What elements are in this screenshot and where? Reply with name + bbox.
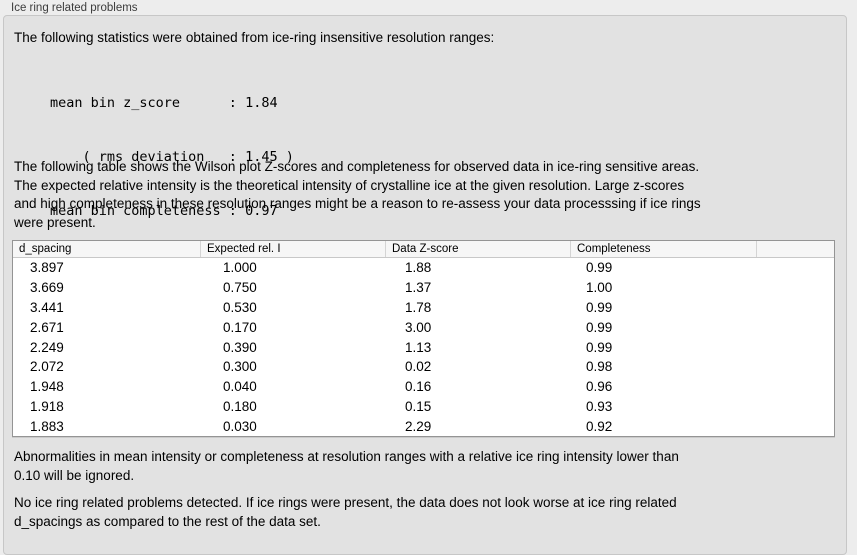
table-cell: 0.98 [586,359,613,375]
table-cell: 0.170 [223,319,257,335]
table-cell: 3.00 [405,319,432,335]
column-header-expected-rel-i[interactable]: Expected rel. I [200,241,385,257]
table-cell: 2.29 [405,418,432,434]
table-description: The following table shows the Wilson plo… [14,158,701,233]
ignore-threshold-note: Abnormalities in mean intensity or compl… [14,448,679,485]
table-cell: 0.15 [405,398,432,414]
stat-line-mean-completeness: mean bin completeness : 0.97 [50,203,278,219]
column-header-d-spacing[interactable]: d_spacing [19,243,72,255]
column-header-completeness[interactable]: Completeness [570,241,756,257]
table-cell: 0.99 [586,299,613,315]
table-cell: 3.441 [30,299,64,315]
table-cell: 1.883 [30,418,64,434]
table-cell: 2.671 [30,319,64,335]
stat-line-z-rms-deviation: ( rms deviation : 1.45 ) [50,149,294,165]
conclusion-note-line: d_spacings as compared to the rest of th… [14,513,321,529]
table-cell: 0.750 [223,280,257,296]
stats-intro-text: The following statistics were obtained f… [14,30,495,45]
stat-line-mean-z-score: mean bin z_score : 1.84 [50,95,278,111]
table-row[interactable]: 2.671 0.170 3.00 0.99 [13,317,834,337]
table-row[interactable]: 3.669 0.750 1.37 1.00 [13,278,834,298]
table-cell: 0.02 [405,359,432,375]
table-cell: 1.000 [223,260,257,276]
table-cell: 1.13 [405,339,432,355]
table-cell: 0.030 [223,418,257,434]
table-cell: 1.918 [30,398,64,414]
table-cell: 3.669 [30,280,64,296]
table-cell: 1.948 [30,379,64,395]
table-description-line: The following table shows the Wilson plo… [14,159,700,174]
table-cell: 0.99 [586,339,613,355]
table-row[interactable]: 2.072 0.300 0.02 0.98 [13,357,834,377]
ice-ring-table-body: 3.897 1.000 1.88 0.99 3.669 0.750 1.37 1.00 3.44… [13,258,834,436]
table-cell: 0.180 [223,398,257,414]
table-cell: 3.897 [30,260,64,276]
table-cell: 0.300 [223,359,257,375]
table-cell: 0.040 [223,379,257,395]
table-cell: 0.93 [586,398,613,414]
conclusion-note-line: No ice ring related problems detected. I… [14,495,677,510]
table-cell: 1.88 [405,260,432,276]
table-cell: 1.37 [405,280,432,296]
table-row[interactable]: 3.897 1.000 1.88 0.99 [13,258,834,278]
ice-ring-table: d_spacing Expected rel. I Data Z-score Comp… [12,240,835,437]
column-header-empty[interactable] [756,241,834,257]
table-cell: 0.96 [586,379,613,395]
table-description-line: and high completeness in these resolutio… [14,196,701,212]
table-cell: 2.249 [30,339,64,355]
table-row[interactable]: 1.883 0.030 2.29 0.92 [13,416,834,436]
table-cell: 0.99 [586,319,613,335]
table-header-row: d_spacing Expected rel. I Data Z-score Comp… [13,241,834,258]
table-row[interactable]: 3.441 0.530 1.78 0.99 [13,298,834,318]
table-row[interactable]: 2.249 0.390 1.13 0.99 [13,337,834,357]
column-header-data-z-score[interactable]: Data Z-score [385,241,570,257]
table-row[interactable]: 1.948 0.040 0.16 0.96 [13,377,834,397]
table-cell: 0.390 [223,339,257,355]
groupbox-title: Ice ring related problems [11,2,138,14]
table-description-line: The expected relative intensity is the t… [14,177,685,193]
ignore-threshold-note-line: 0.10 will be ignored. [14,467,135,483]
table-cell: 0.16 [405,379,432,395]
conclusion-note: No ice ring related problems detected. I… [14,494,677,531]
table-row[interactable]: 1.918 0.180 0.15 0.93 [13,396,834,416]
table-cell: 1.78 [405,299,432,315]
table-cell: 0.92 [586,418,613,434]
table-cell: 2.072 [30,359,64,375]
table-cell: 1.00 [586,280,613,296]
table-cell: 0.99 [586,260,613,276]
table-description-line: were present. [14,215,96,231]
table-cell: 0.530 [223,299,257,315]
ignore-threshold-note-line: Abnormalities in mean intensity or compl… [14,449,679,464]
